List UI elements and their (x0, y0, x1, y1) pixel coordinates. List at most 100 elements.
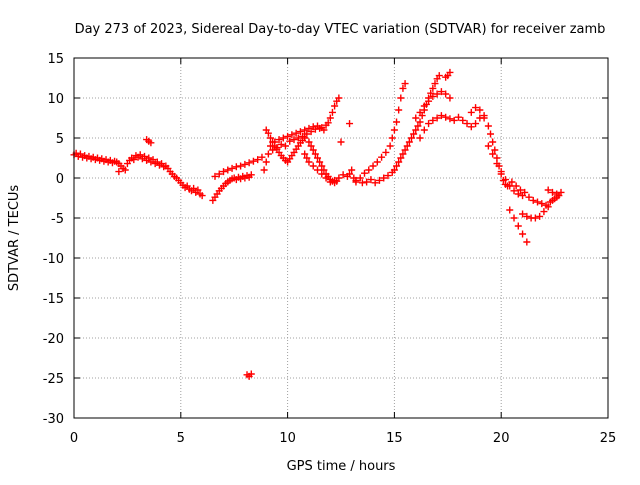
data-point (311, 150, 319, 158)
data-point (386, 142, 394, 150)
data-point (489, 150, 497, 158)
data-point (531, 214, 539, 222)
data-point (307, 142, 315, 150)
data-point (442, 113, 450, 121)
data-point (331, 176, 339, 184)
data-point (348, 166, 356, 174)
data-point (529, 196, 537, 204)
y-tick-label: -15 (43, 292, 64, 307)
data-point (375, 176, 383, 184)
data-point (390, 166, 398, 174)
data-point (420, 102, 428, 110)
y-axis-label: SDTVAR / TECUs (7, 185, 22, 292)
data-point (514, 222, 522, 230)
data-point (397, 94, 405, 102)
y-tick-label: 15 (47, 52, 64, 67)
data-point (484, 142, 492, 150)
data-point (446, 94, 454, 102)
data-point (437, 112, 445, 120)
data-point (501, 176, 509, 184)
data-point (281, 142, 289, 150)
data-point (145, 154, 153, 162)
data-point (433, 114, 441, 122)
data-point (429, 84, 437, 92)
data-point (437, 88, 445, 96)
data-point (279, 134, 287, 142)
data-point (512, 182, 520, 190)
data-point (497, 168, 505, 176)
data-point (264, 129, 272, 137)
data-point (367, 176, 375, 184)
data-point (425, 120, 433, 128)
data-point (262, 158, 270, 166)
data-point (544, 203, 552, 211)
data-point (309, 146, 317, 154)
data-point (220, 168, 228, 176)
y-tick-label: 5 (56, 132, 64, 147)
y-tick-label: -30 (43, 412, 64, 427)
data-point (480, 114, 488, 122)
data-point (301, 150, 309, 158)
data-point (538, 200, 546, 208)
y-tick-label: -20 (43, 332, 64, 347)
chart-title: Day 273 of 2023, Sidereal Day-to-day VTE… (75, 22, 606, 37)
data-point (407, 134, 415, 142)
data-point (371, 179, 379, 187)
data-point (337, 138, 345, 146)
plot-frame (73, 57, 609, 419)
data-point (510, 187, 518, 195)
data-point (277, 140, 285, 148)
data-point (521, 188, 529, 196)
data-point (121, 166, 129, 174)
data-point (290, 136, 298, 144)
data-point (284, 132, 292, 140)
data-point (467, 123, 475, 131)
data-point (328, 108, 336, 116)
data-point (410, 130, 418, 138)
data-point (446, 115, 454, 123)
data-point (211, 172, 219, 180)
data-point (140, 152, 148, 160)
data-point (519, 230, 527, 238)
data-point (346, 120, 354, 128)
data-point (516, 186, 524, 194)
y-tick-label: -25 (43, 372, 64, 387)
data-point (393, 162, 401, 170)
data-point (318, 162, 326, 170)
data-point (544, 186, 552, 194)
data-point (487, 130, 495, 138)
data-point (431, 80, 439, 88)
data-point (519, 210, 527, 218)
data-point (130, 156, 138, 164)
data-point (356, 174, 364, 182)
data-point (352, 178, 360, 186)
y-tick-label: -10 (43, 252, 64, 267)
data-point (260, 166, 268, 174)
data-point (412, 126, 420, 134)
data-point (224, 166, 232, 174)
data-point (536, 212, 544, 220)
data-point (318, 170, 326, 178)
data-point (247, 370, 255, 378)
data-point (190, 184, 198, 192)
x-axis-label: GPS time / hours (287, 459, 396, 474)
data-point (403, 142, 411, 150)
data-point (429, 92, 437, 100)
data-point (335, 94, 343, 102)
data-point (388, 134, 396, 142)
data-point (548, 188, 556, 196)
data-point (363, 178, 371, 186)
data-point (510, 214, 518, 222)
data-point (275, 136, 283, 144)
data-point (508, 178, 516, 186)
data-point (390, 126, 398, 134)
data-point (491, 146, 499, 154)
data-point (405, 138, 413, 146)
data-point (506, 182, 514, 190)
data-point (136, 151, 144, 159)
data-point (467, 108, 475, 116)
data-point (309, 162, 317, 170)
x-tick-label: 20 (493, 431, 510, 446)
y-tick-label: -5 (51, 212, 64, 227)
data-point (369, 162, 377, 170)
